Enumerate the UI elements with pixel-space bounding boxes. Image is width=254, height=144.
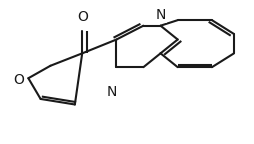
Text: N: N [155,8,165,22]
Text: O: O [13,73,24,87]
Text: O: O [76,10,87,24]
Text: N: N [106,85,116,99]
